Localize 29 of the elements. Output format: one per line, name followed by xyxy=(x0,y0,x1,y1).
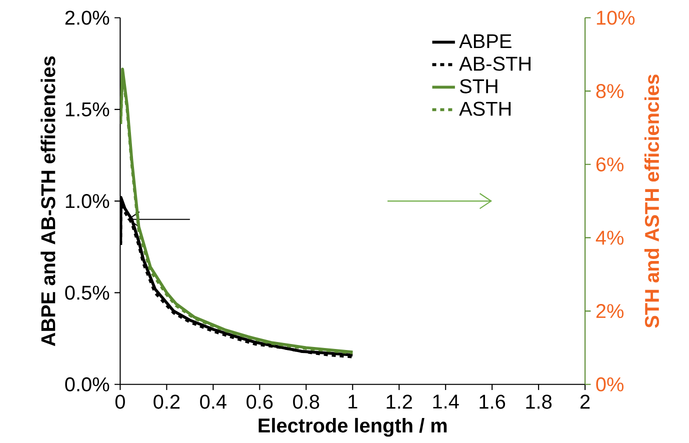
y2-tick-label: 0% xyxy=(596,377,624,392)
x-tick-label: 1 xyxy=(348,394,358,408)
legend-label: AB-STH xyxy=(459,56,530,71)
x-axis-title: Electrode length / m xyxy=(258,418,447,437)
y2-axis-title: STH and ASTH efficiencies xyxy=(644,74,660,328)
x-tick-label: 1.6 xyxy=(480,394,506,409)
x-tick-label: 1.4 xyxy=(433,394,459,408)
x-tick-label: 0 xyxy=(115,394,125,409)
x-tick-label: 2 xyxy=(580,394,590,409)
legend-label: ABPE xyxy=(459,34,512,48)
y-axis-title: ABPE and AB-STH efficiencies xyxy=(40,56,56,346)
y-tick-label: 1.5% xyxy=(66,102,110,116)
legend-label: ASTH xyxy=(459,102,511,116)
x-tick-label: 0.2 xyxy=(154,394,180,409)
x-tick-label: 0.4 xyxy=(200,394,226,409)
y2-tick-label: 10% xyxy=(596,10,635,25)
y-tick-label: 0.5% xyxy=(65,286,110,300)
y-tick-label: 1.0% xyxy=(66,194,110,208)
y-tick-label: 2.0% xyxy=(65,10,110,25)
y2-tick-label: 2% xyxy=(596,304,624,318)
y-tick-label: 0.0% xyxy=(65,377,110,392)
x-tick-label: 0.8 xyxy=(293,394,320,409)
y2-tick-label: 8% xyxy=(596,84,624,98)
y2-tick-label: 6% xyxy=(596,157,624,172)
x-tick-label: 0.6 xyxy=(246,394,273,409)
y2-tick-label: 4% xyxy=(596,230,624,245)
x-tick-label: 1.8 xyxy=(526,394,552,409)
x-tick-label: 1.2 xyxy=(386,394,412,409)
legend-label: STH xyxy=(460,79,498,94)
